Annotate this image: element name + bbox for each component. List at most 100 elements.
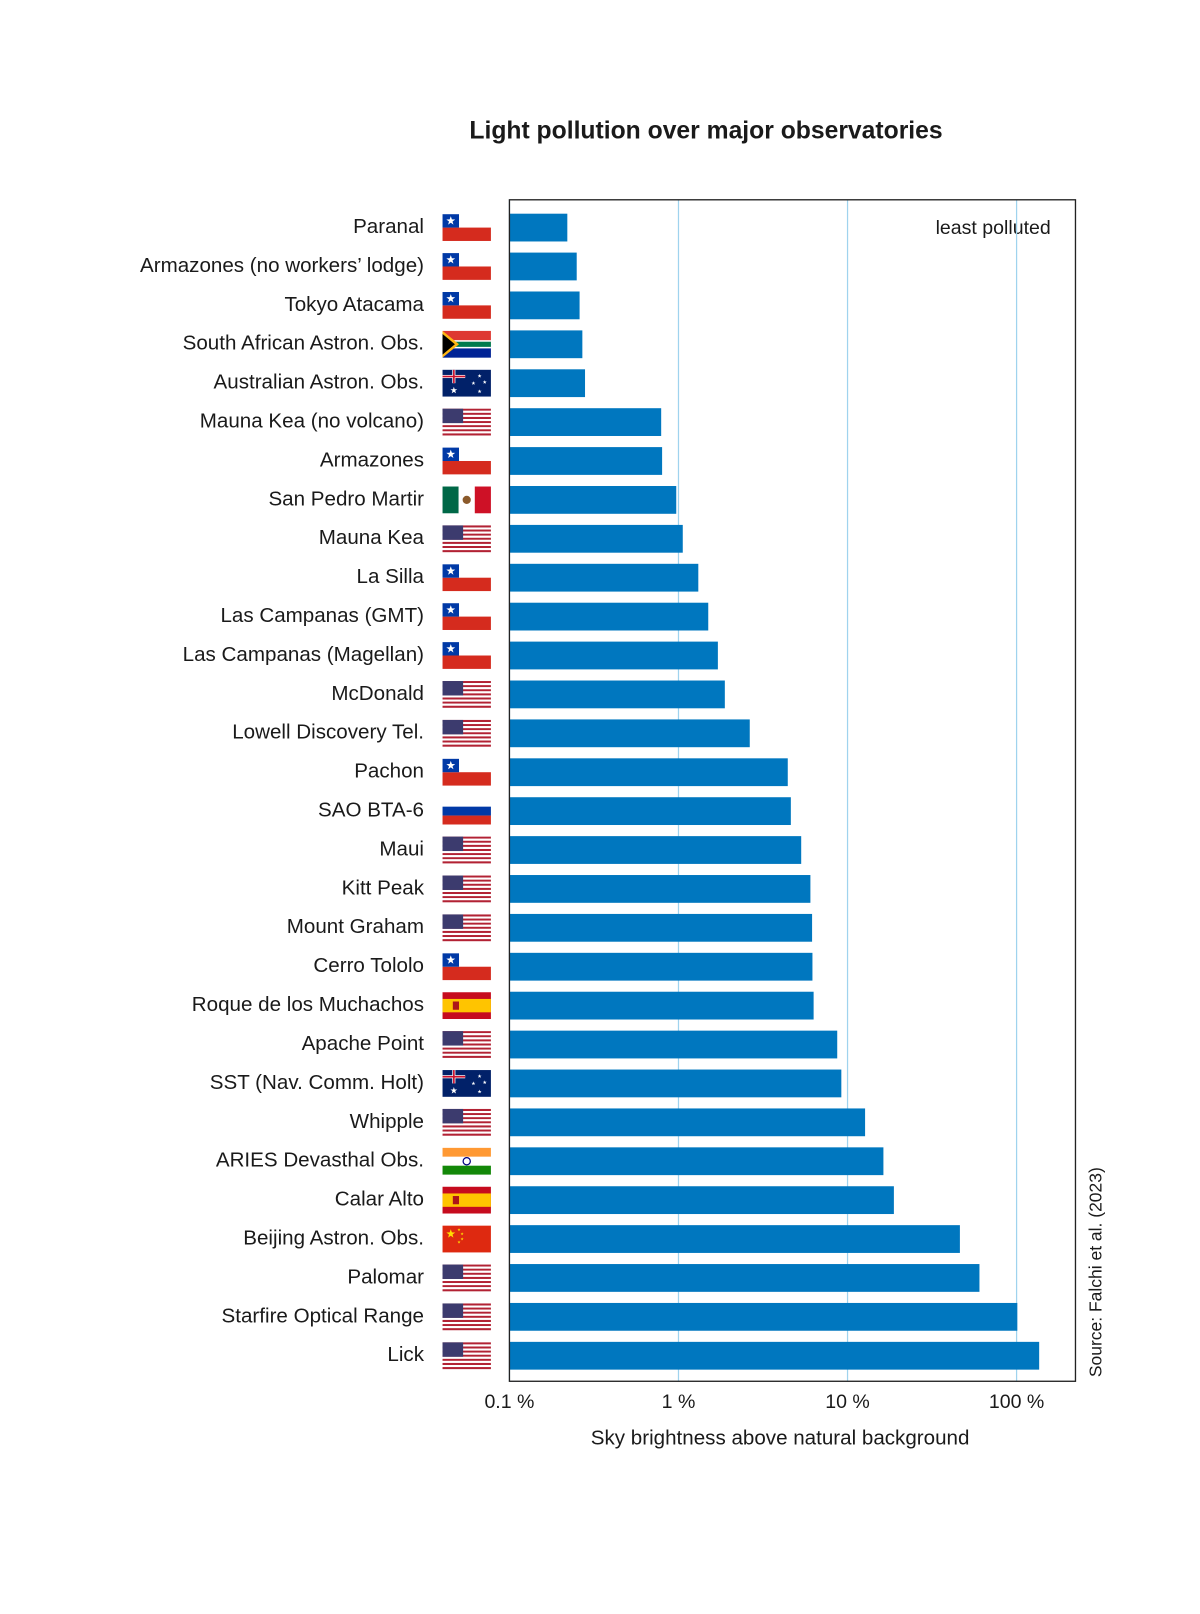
chart-title: Light pollution over major observatories <box>469 117 942 144</box>
flag-part <box>442 408 464 424</box>
flag-part <box>442 1317 491 1320</box>
y-tick-label: Lick <box>387 1343 424 1366</box>
flag-part <box>442 1278 491 1282</box>
flag-part <box>452 1001 460 1010</box>
y-tick-label: Calar Alto <box>335 1188 424 1211</box>
flag-part <box>442 685 491 688</box>
bar <box>509 330 583 359</box>
flag-part <box>442 935 491 938</box>
bar <box>509 1341 1040 1370</box>
flag-part <box>442 525 491 528</box>
flag-star <box>471 381 476 385</box>
flag-part <box>442 1121 491 1124</box>
flag-part <box>442 1287 491 1290</box>
flag-part <box>442 736 491 739</box>
flag-part <box>442 846 491 849</box>
bar <box>509 1186 894 1215</box>
flag-part <box>442 1127 491 1130</box>
flag-part <box>442 1342 464 1357</box>
flag-star <box>446 644 456 653</box>
flag-part <box>442 412 491 415</box>
flag-part <box>442 1356 491 1359</box>
flag-star <box>446 1229 456 1238</box>
y-tick-label: South African Astron. Obs. <box>183 332 424 355</box>
flag-part <box>442 548 491 551</box>
flag-part <box>442 697 491 700</box>
flag-part <box>442 681 491 684</box>
flag-part <box>442 433 491 436</box>
flag-part <box>442 742 491 745</box>
y-tick-label: Roque de los Muchachos <box>192 993 424 1016</box>
flag-star <box>446 449 456 459</box>
flag-part <box>442 806 491 816</box>
flag-part <box>442 1039 491 1042</box>
flag <box>442 253 491 280</box>
flag-part <box>442 1328 491 1331</box>
flag <box>442 214 491 241</box>
flag-star <box>446 955 456 964</box>
flag-part <box>442 918 491 921</box>
bar <box>509 447 663 475</box>
flag-part <box>442 930 491 933</box>
flag-part <box>442 1362 491 1366</box>
flag-star <box>477 373 482 378</box>
flag <box>442 914 491 942</box>
flag-part <box>442 1123 491 1126</box>
y-tick-label: Armazones (no workers’ lodge) <box>140 254 424 277</box>
flag-part <box>442 926 491 929</box>
flag-star <box>460 1237 464 1241</box>
flag-part <box>442 1045 491 1048</box>
flag-part <box>442 744 491 747</box>
flag-part <box>442 1117 491 1120</box>
y-tick-label: Beijing Astron. Obs. <box>243 1226 424 1249</box>
flag-part <box>442 892 491 895</box>
bar <box>509 213 568 242</box>
flag-star <box>477 1089 482 1094</box>
flag-part <box>442 1113 491 1116</box>
x-tick-label: 1 % <box>662 1391 696 1413</box>
flag-part <box>442 844 491 847</box>
flag-part <box>442 1108 491 1112</box>
flag-part <box>442 577 491 592</box>
flag <box>442 1031 491 1058</box>
flag-part <box>442 705 491 708</box>
flag-part <box>442 1051 491 1054</box>
flag-part <box>442 883 491 886</box>
bar <box>509 1108 866 1137</box>
flag-part <box>442 726 491 729</box>
y-tick-label: Kitt Peak <box>342 876 425 899</box>
flag-part <box>442 1049 491 1052</box>
flag-part <box>442 732 491 735</box>
flag <box>442 719 491 747</box>
flag-part <box>442 1031 491 1034</box>
flag-part <box>442 1283 491 1286</box>
flag-part <box>442 734 491 737</box>
flag <box>442 525 491 553</box>
flag-part <box>442 1264 491 1267</box>
flag-star <box>446 760 456 770</box>
flag-part <box>442 369 491 397</box>
y-tick-label: Palomar <box>347 1265 424 1288</box>
flag <box>442 758 491 786</box>
bar <box>509 991 814 1020</box>
flag-part <box>442 1037 491 1040</box>
flag-part <box>442 699 491 702</box>
bar <box>509 1264 980 1292</box>
flag-part <box>442 1324 491 1327</box>
x-axis-label: Sky brightness above natural background <box>591 1426 970 1449</box>
flag-part <box>442 966 491 981</box>
flag <box>442 992 491 1020</box>
flag-part <box>442 1193 491 1207</box>
flag-part <box>442 1119 491 1122</box>
flag-part <box>442 421 491 424</box>
flag <box>442 292 491 319</box>
flag-part <box>442 1365 491 1368</box>
flag <box>442 836 491 864</box>
flag-star <box>482 1080 487 1085</box>
flag-part <box>442 1270 491 1273</box>
flag-part <box>442 1344 491 1347</box>
y-tick-label: Maui <box>379 837 424 860</box>
flag-star <box>446 605 456 614</box>
y-tick-label: Mount Graham <box>287 915 424 938</box>
